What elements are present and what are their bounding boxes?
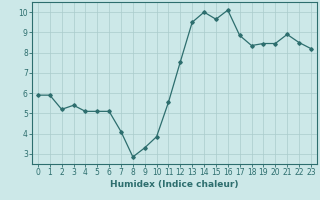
X-axis label: Humidex (Indice chaleur): Humidex (Indice chaleur): [110, 180, 239, 189]
